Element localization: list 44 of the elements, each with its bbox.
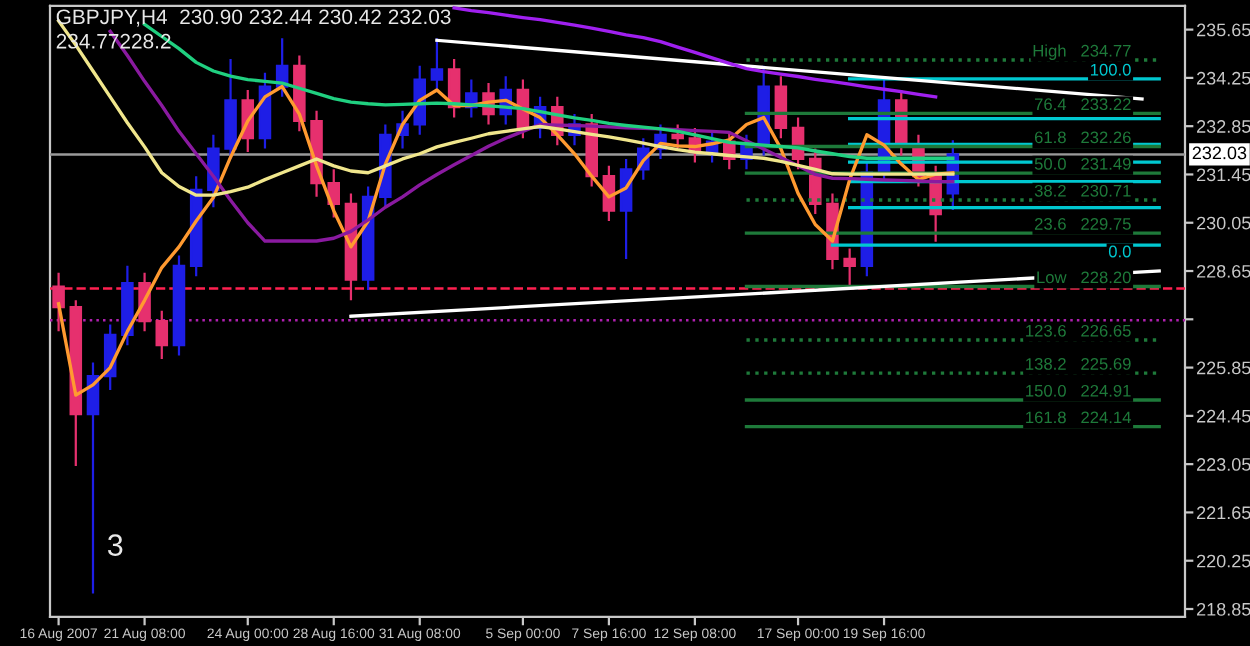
ref-line-label: 232.03 [1192,146,1247,160]
series-label: Low 228.20 [1037,271,1131,284]
series-label: 23.6 229.75 [1034,217,1131,230]
y-tick-label: 235.65 [1197,23,1250,37]
series-label: 123.6 226.65 [1026,324,1131,337]
candlestick [619,157,633,261]
series-label: 161.8 224.14 [1026,411,1131,424]
candlestick [224,57,237,161]
y-tick-label: 221.65 [1197,506,1250,520]
y-tick-label: 228.65 [1197,264,1250,278]
series-label: 61.8 232.26 [1034,131,1131,144]
y-tick-label: 232.85 [1197,120,1250,133]
y-tick-label: 231.45 [1197,168,1250,182]
candlestick [69,299,83,467]
y-tick-label: 220.25 [1197,554,1250,568]
series-label: 76.4 233.22 [1034,98,1131,111]
candlestick [843,247,856,288]
series-label: 0.0 [1108,245,1131,258]
candlestick [172,254,186,357]
series-label: 138.2 225.69 [1026,358,1131,370]
candlestick [155,309,169,361]
series-label: High 234.77 [1033,44,1131,60]
y-tick-label: 225.85 [1197,361,1250,375]
series-label: 38.2 230.71 [1034,184,1131,197]
y-tick-label: 223.05 [1197,458,1250,471]
y-tick-label: 224.45 [1197,409,1250,423]
annotation: 3 [107,534,123,556]
y-tick-label: 218.85 [1197,602,1250,616]
candlestick [86,361,100,595]
candlestick [774,75,788,140]
line-series [452,6,938,99]
annotation: GBPJPY,H4 230.90 232.44 230.42 232.03 [56,9,451,27]
candlestick [430,37,444,92]
candlestick [327,168,341,219]
series-label: 100.0 [1090,63,1131,76]
series-label: 150.0 224.91 [1026,384,1131,397]
line-series [56,84,955,397]
candlestick [121,264,134,347]
candlestick [258,71,272,150]
candlestick [671,123,684,150]
candlestick [52,271,65,333]
y-tick-label: 234.25 [1197,71,1250,85]
y-tick-label: 230.05 [1197,216,1250,230]
series-label: 50.0 231.49 [1034,157,1131,170]
